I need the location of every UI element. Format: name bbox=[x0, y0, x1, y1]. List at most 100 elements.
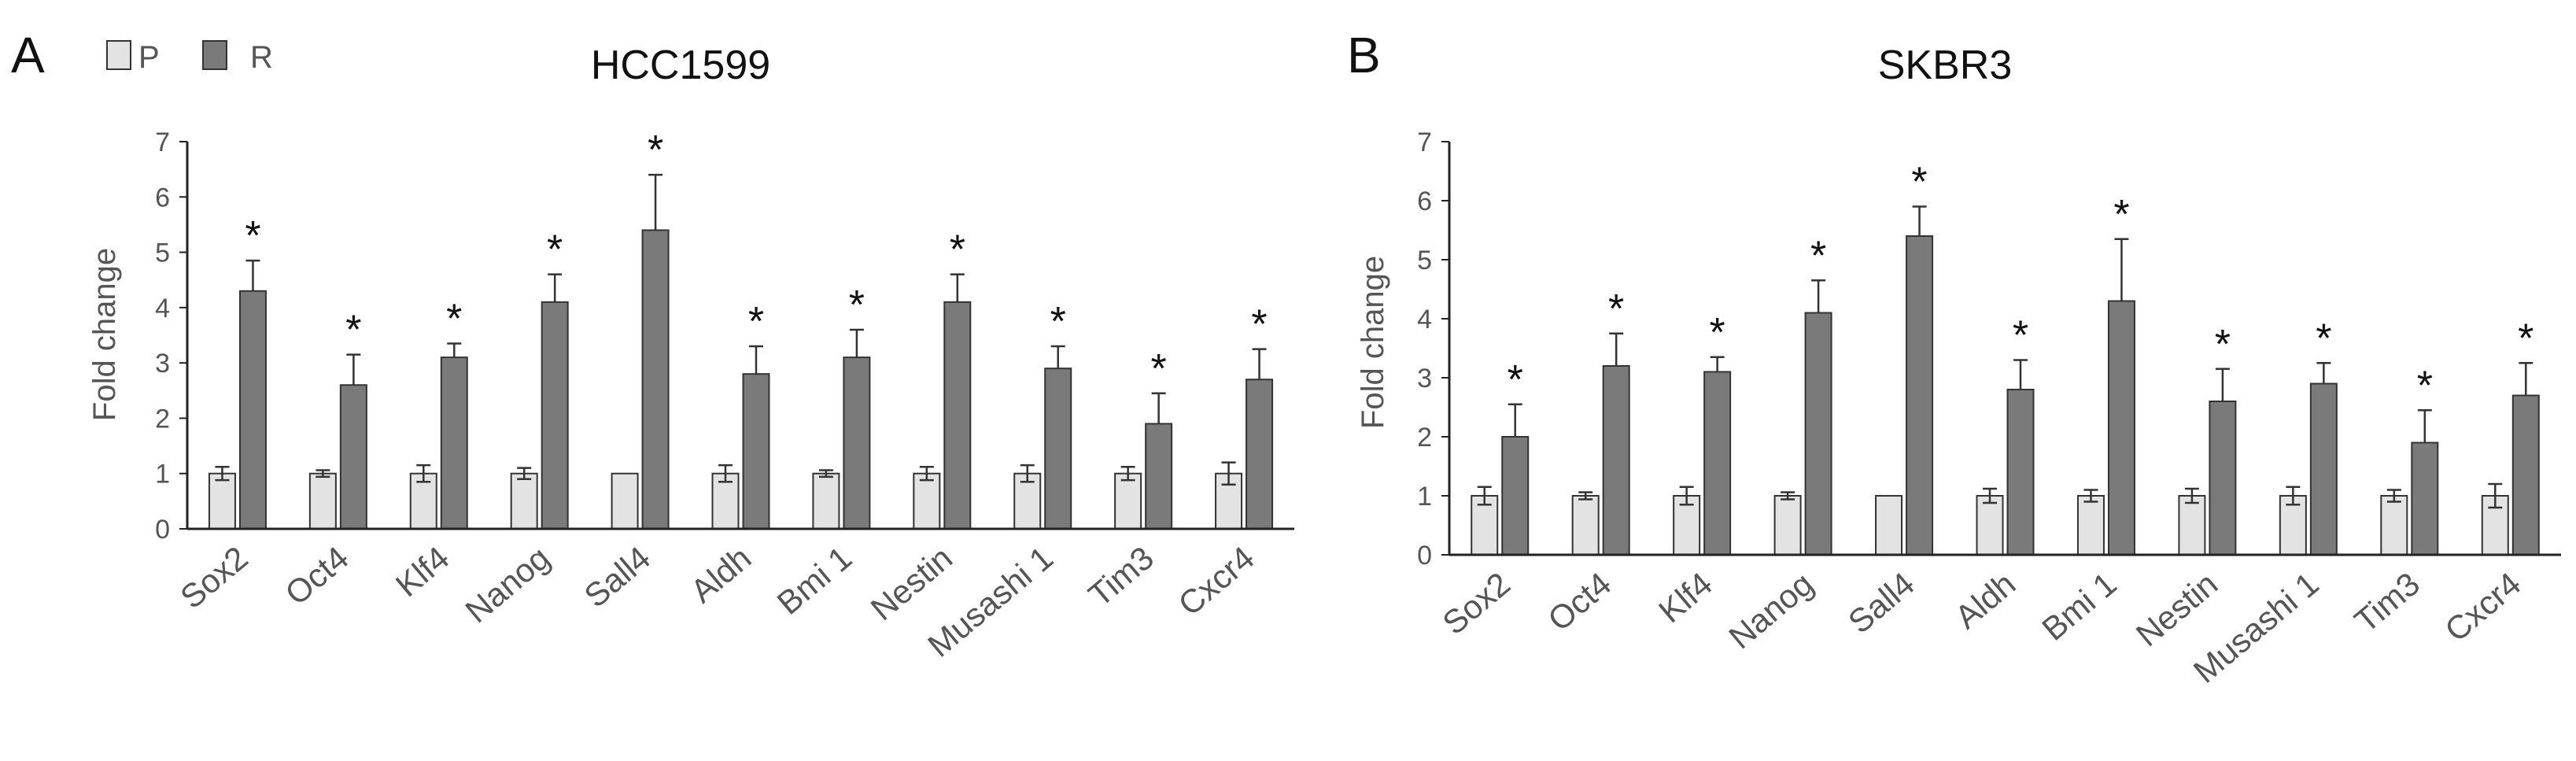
y-tick-label-a: 1 bbox=[155, 460, 170, 489]
bar-p bbox=[2076, 495, 2105, 556]
bar-r bbox=[2511, 394, 2540, 556]
significance-star: * bbox=[1251, 302, 1267, 348]
category-label: Cxcr4 bbox=[1172, 539, 1261, 623]
significance-star: * bbox=[849, 283, 865, 328]
significance-star: * bbox=[1608, 286, 1624, 332]
significance-star: * bbox=[1710, 310, 1725, 356]
y-tick-label-b: 4 bbox=[1417, 305, 1432, 334]
category-label: Cxcr4 bbox=[2438, 565, 2527, 649]
chart-title-a: HCC1599 bbox=[591, 42, 770, 88]
bar-r bbox=[742, 373, 770, 530]
bar-p bbox=[1976, 495, 2004, 556]
y-axis-label-b: Fold change bbox=[1356, 256, 1390, 429]
bar-r bbox=[1044, 368, 1072, 530]
significance-star: * bbox=[2417, 363, 2433, 408]
bar-r bbox=[843, 356, 871, 530]
bar-p bbox=[812, 472, 840, 530]
significance-star: * bbox=[648, 127, 663, 173]
panel-letter-b: B bbox=[1347, 27, 1381, 83]
y-axis-label-a: Fold change bbox=[87, 248, 122, 421]
significance-star: * bbox=[1151, 346, 1167, 392]
category-label: Sall4 bbox=[1841, 565, 1921, 641]
y-tick-label-a: 6 bbox=[155, 183, 170, 212]
legend: P R bbox=[106, 40, 273, 75]
bar-r bbox=[2209, 401, 2237, 556]
category-label: Nanog bbox=[1722, 565, 1820, 656]
y-tick-label-a: 5 bbox=[155, 238, 170, 268]
bar-p bbox=[1571, 495, 1600, 556]
bar-p bbox=[510, 472, 538, 530]
bar-p bbox=[2380, 495, 2408, 556]
category-label: Nestin bbox=[2129, 565, 2224, 654]
significance-star: * bbox=[446, 297, 462, 342]
significance-star: * bbox=[2518, 316, 2534, 361]
category-label: Aldh bbox=[1948, 565, 2023, 636]
y-tick-label-a: 0 bbox=[155, 515, 170, 545]
bar-r bbox=[1145, 423, 1173, 530]
category-label: Sox2 bbox=[1435, 565, 1517, 642]
bar-r bbox=[1804, 312, 1832, 556]
y-tick-label-b: 1 bbox=[1417, 482, 1432, 512]
bar-r bbox=[1501, 436, 1530, 556]
significance-star: * bbox=[2013, 313, 2028, 359]
y-tick-label-a: 2 bbox=[155, 404, 170, 434]
significance-star: * bbox=[950, 227, 965, 273]
category-label: Tim3 bbox=[1081, 539, 1161, 614]
significance-star: * bbox=[1050, 299, 1066, 345]
significance-star: * bbox=[748, 299, 764, 345]
bar-r bbox=[238, 290, 267, 530]
category-label: Tim3 bbox=[2348, 565, 2427, 640]
category-label: Bmi 1 bbox=[2035, 565, 2123, 648]
chart-panel-b: SKBR3 Fold change 0 1 2 3 4 5 6 7 * Sox2 * Oct4 * Klf… bbox=[1356, 42, 2561, 690]
category-label: Sall4 bbox=[578, 539, 658, 615]
category-label: Nestin bbox=[864, 539, 959, 628]
bar-r bbox=[1703, 371, 1732, 556]
y-tick-label-b: 6 bbox=[1417, 187, 1432, 216]
y-tick-label-a: 7 bbox=[155, 127, 170, 157]
legend-label-r: R bbox=[250, 40, 273, 75]
significance-star: * bbox=[547, 227, 563, 273]
bar-p bbox=[611, 472, 639, 530]
chart-panel-a: HCC1599 Fold change 0 1 2 3 4 5 6 7 * Sox2 * Oct4 * K… bbox=[87, 42, 1294, 664]
legend-label-p: P bbox=[138, 40, 160, 75]
y-tick-label-b: 7 bbox=[1417, 127, 1432, 157]
bar-p bbox=[1114, 472, 1142, 530]
panel-letter-a: A bbox=[11, 27, 45, 83]
significance-star: * bbox=[2113, 192, 2129, 238]
significance-star: * bbox=[1810, 233, 1826, 279]
bar-p bbox=[2178, 495, 2206, 556]
bar-r bbox=[541, 301, 569, 530]
significance-star: * bbox=[1911, 160, 1927, 205]
significance-star: * bbox=[245, 213, 260, 259]
y-tick-label-a: 3 bbox=[155, 349, 170, 379]
bar-r bbox=[943, 301, 972, 530]
bar-p bbox=[913, 472, 941, 530]
category-label: Aldh bbox=[684, 539, 758, 610]
category-label: Sox2 bbox=[173, 539, 255, 616]
category-label: Klf4 bbox=[1652, 565, 1719, 630]
bar-p bbox=[308, 472, 337, 530]
legend-swatch-p bbox=[106, 40, 131, 70]
category-label: Klf4 bbox=[389, 539, 456, 604]
bar-r bbox=[2309, 382, 2338, 556]
bar-r bbox=[2006, 389, 2035, 556]
bar-p bbox=[208, 472, 236, 530]
bar-r bbox=[1602, 365, 1630, 556]
bar-r bbox=[2411, 441, 2439, 556]
significance-star: * bbox=[2215, 322, 2231, 368]
y-tick-label-b: 5 bbox=[1417, 246, 1432, 275]
significance-star: * bbox=[345, 308, 361, 353]
bar-r bbox=[1906, 235, 1934, 556]
bar-r bbox=[1246, 379, 1274, 530]
legend-swatch-r bbox=[202, 40, 227, 70]
significance-star: * bbox=[2316, 316, 2331, 361]
bar-p bbox=[1875, 495, 1903, 556]
bar-p bbox=[1773, 495, 1802, 556]
bar-r bbox=[641, 229, 670, 530]
category-label: Oct4 bbox=[1541, 565, 1618, 638]
category-label: Oct4 bbox=[278, 539, 355, 612]
bar-r bbox=[2107, 300, 2135, 556]
bar-r bbox=[440, 356, 468, 530]
bar-r bbox=[339, 384, 367, 530]
